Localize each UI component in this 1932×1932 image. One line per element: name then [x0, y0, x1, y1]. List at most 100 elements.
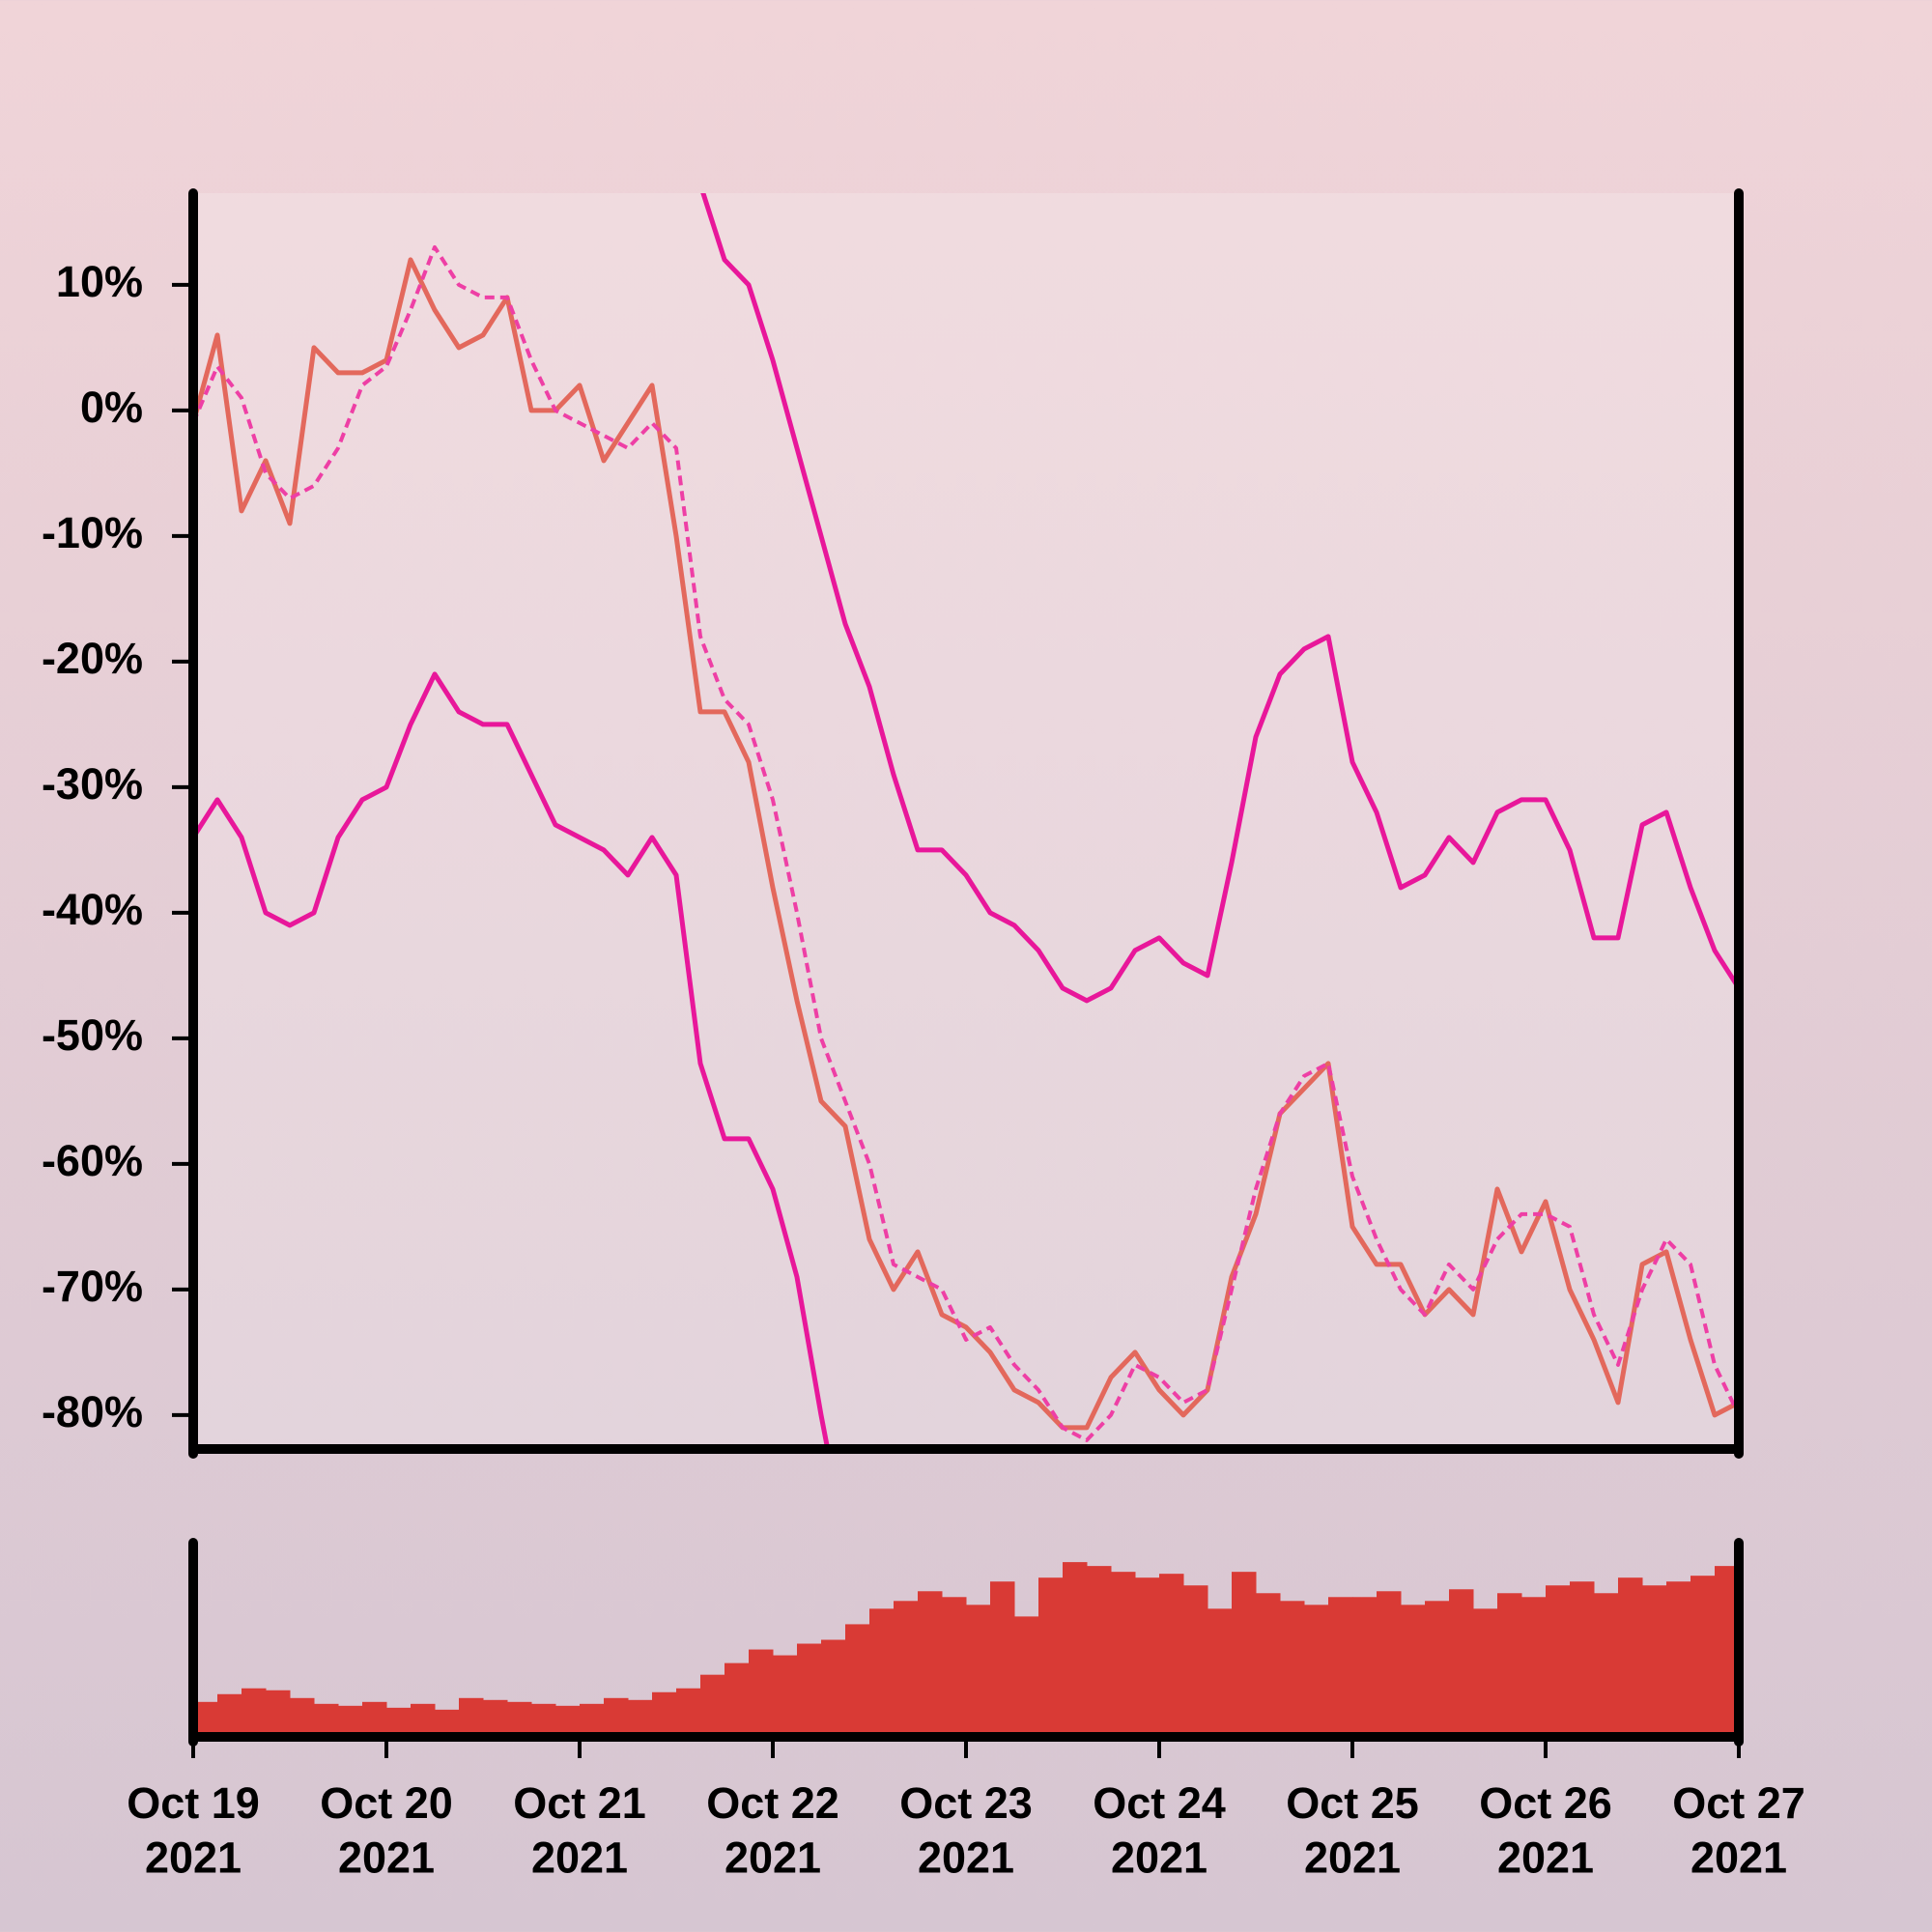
volume-bar [1690, 1576, 1716, 1737]
volume-bar [1232, 1572, 1257, 1737]
x-tick-label: Oct 27 2021 [1672, 1778, 1805, 1882]
volume-bar [362, 1701, 387, 1737]
label-line: 2021 [145, 1833, 242, 1882]
volume-bar [555, 1705, 581, 1737]
volume-bar [1570, 1581, 1595, 1737]
y-tick-label: -20% [42, 634, 143, 683]
volume-bar [918, 1591, 943, 1737]
y-tick-label: -70% [42, 1262, 143, 1311]
x-tick-label: Oct 19 2021 [127, 1778, 260, 1882]
volume-bar [652, 1691, 677, 1737]
volume-bar [1328, 1597, 1353, 1737]
volume-bar [386, 1707, 412, 1737]
volume-bar [1087, 1566, 1112, 1737]
volume-bar [1473, 1608, 1498, 1737]
volume-bar [1594, 1593, 1619, 1737]
y-tick-label: -50% [42, 1010, 143, 1060]
volume-bar [1183, 1585, 1208, 1737]
label-line: 2021 [1690, 1833, 1787, 1882]
y-tick-label: 0% [80, 383, 143, 432]
label-line: Oct 20 [320, 1778, 453, 1828]
volume-bar [1497, 1593, 1522, 1737]
volume-bar [580, 1703, 605, 1737]
volume-bar [773, 1655, 798, 1737]
label-line: 2021 [338, 1833, 435, 1882]
volume-bar [845, 1624, 870, 1737]
y-tick-label: -40% [42, 885, 143, 934]
volume-bar [531, 1703, 556, 1737]
label-line: 2021 [1304, 1833, 1401, 1882]
y-tick-label: 10% [56, 257, 143, 306]
label-line: Oct 24 [1093, 1778, 1226, 1828]
x-tick-label: Oct 21 2021 [513, 1778, 646, 1882]
volume-bar [821, 1639, 846, 1737]
label-line: Oct 23 [899, 1778, 1033, 1828]
label-line: Oct 26 [1479, 1778, 1612, 1828]
volume-bar [1666, 1581, 1691, 1737]
volume-bar [1038, 1577, 1064, 1737]
volume-bar [676, 1688, 701, 1737]
volume-bar [1521, 1597, 1547, 1737]
volume-bar [1352, 1597, 1378, 1737]
volume-bar [604, 1697, 629, 1737]
volume-bar [1159, 1574, 1184, 1737]
label-line: 2021 [1111, 1833, 1208, 1882]
x-tick-label: Oct 22 2021 [706, 1778, 839, 1882]
volume-bar [459, 1697, 484, 1737]
series-line [700, 193, 1739, 1004]
label-line: 2021 [1497, 1833, 1594, 1882]
volume-bar [1063, 1562, 1088, 1737]
volume-bar [1135, 1577, 1160, 1737]
volume-bar [1377, 1591, 1402, 1737]
volume-bar [266, 1690, 291, 1737]
volume-bar [507, 1701, 532, 1737]
volume-bar [483, 1699, 508, 1737]
volume-bar [942, 1597, 967, 1737]
x-tick-label: Oct 24 2021 [1093, 1778, 1226, 1882]
label-line: 2021 [724, 1833, 821, 1882]
volume-bar [966, 1605, 991, 1737]
y-tick-label: -10% [42, 508, 143, 557]
volume-bar [628, 1699, 653, 1737]
label-line: Oct 21 [513, 1778, 646, 1828]
x-tick-label: Oct 26 2021 [1479, 1778, 1612, 1882]
volume-bar [1425, 1601, 1450, 1737]
y-tick-label: -30% [42, 759, 143, 809]
label-line: Oct 19 [127, 1778, 260, 1828]
volume-bar [411, 1703, 436, 1737]
volume-bar [869, 1608, 895, 1737]
volume-bar [1304, 1605, 1329, 1737]
volume-bar [797, 1643, 822, 1737]
volume-bar [242, 1688, 267, 1737]
volume-bar [1280, 1601, 1305, 1737]
volume-bar [1449, 1589, 1474, 1737]
volume-bar [1642, 1585, 1667, 1737]
x-tick-label: Oct 20 2021 [320, 1778, 453, 1882]
volume-bar [314, 1703, 339, 1737]
lines [193, 193, 1739, 1449]
volume-bar [749, 1649, 774, 1737]
label-line: 2021 [918, 1833, 1014, 1882]
label-line: 2021 [531, 1833, 628, 1882]
volume-bar [894, 1601, 919, 1737]
volume-bar [700, 1674, 725, 1737]
x-tick-label: Oct 25 2021 [1286, 1778, 1419, 1882]
label-line: Oct 22 [706, 1778, 839, 1828]
volume-bar [1618, 1577, 1643, 1737]
volume-bar [217, 1693, 242, 1737]
volume-bar [1111, 1572, 1136, 1737]
x-tick-label: Oct 23 2021 [899, 1778, 1033, 1882]
volume-bar [1401, 1605, 1426, 1737]
series-line [193, 244, 1739, 1442]
volume-bar [1546, 1585, 1571, 1737]
series-line [193, 671, 831, 1449]
volume-bar [290, 1697, 315, 1737]
volume-bar [338, 1705, 363, 1737]
volume-bar [990, 1581, 1015, 1737]
volume-bar [1014, 1616, 1039, 1737]
label-line: Oct 25 [1286, 1778, 1419, 1828]
volume-bar [1256, 1593, 1281, 1737]
volume-bar [1208, 1608, 1233, 1737]
